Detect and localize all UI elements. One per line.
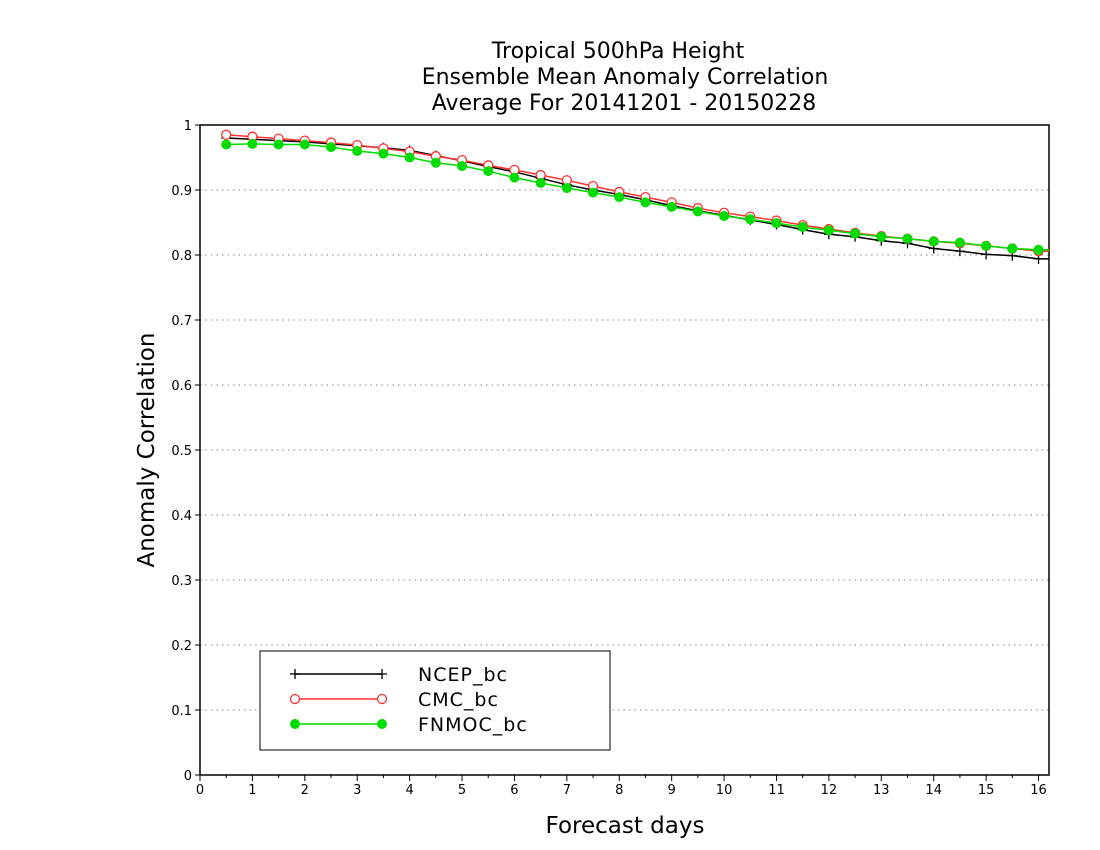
- legend-label: NCEP_bc: [418, 664, 508, 686]
- legend-label: FNMOC_bc: [418, 714, 528, 736]
- data-point: [290, 669, 300, 679]
- series-line: [226, 143, 1049, 251]
- legend-entry: CMC_bc: [289, 689, 499, 711]
- data-point: [376, 693, 388, 705]
- series-line: [226, 134, 1049, 252]
- data-point: [326, 142, 337, 153]
- data-point: [588, 187, 599, 198]
- title-line-1: Tropical 500hPa Height: [491, 39, 745, 64]
- data-point: [352, 146, 363, 156]
- x-tick-label: 14: [925, 783, 942, 798]
- x-tick-label: 11: [768, 783, 785, 798]
- x-tick-label: 8: [615, 783, 623, 798]
- x-tick-label: 10: [716, 783, 733, 798]
- data-point: [561, 183, 572, 194]
- x-axis-title: Forecast days: [546, 813, 705, 839]
- data-point: [247, 138, 258, 149]
- data-point: [902, 233, 913, 244]
- y-tick-label: 0.7: [171, 314, 192, 329]
- data-point: [1033, 244, 1044, 255]
- y-tick-label: 0.8: [171, 249, 192, 264]
- data-point: [797, 222, 808, 233]
- data-point: [273, 139, 284, 150]
- data-point: [430, 157, 441, 168]
- legend-label: CMC_bc: [418, 689, 499, 711]
- x-tick-label: 7: [563, 783, 571, 798]
- y-tick-label: 0.3: [171, 574, 192, 589]
- data-point: [850, 228, 861, 239]
- legend-entry: FNMOC_bc: [290, 714, 528, 736]
- x-tick-label: 12: [821, 783, 838, 798]
- series-ncep-bc: [221, 133, 1049, 264]
- data-point: [299, 139, 310, 150]
- data-point: [981, 240, 992, 251]
- data-point: [509, 172, 520, 183]
- data-point: [876, 231, 887, 242]
- data-point: [457, 160, 468, 171]
- y-axis-title: Anomaly Correlation: [134, 332, 160, 567]
- x-tick-label: 13: [873, 783, 890, 798]
- x-tick-label: 4: [405, 783, 413, 798]
- data-point: [483, 166, 494, 177]
- x-tick-label: 9: [668, 783, 676, 798]
- x-tick-label: 16: [1030, 783, 1047, 798]
- x-tick-label: 1: [248, 783, 256, 798]
- data-point: [377, 669, 387, 679]
- title-line-3: Average For 20141201 - 20150228: [432, 91, 817, 116]
- x-tick-label: 2: [301, 783, 309, 798]
- data-point: [535, 177, 546, 188]
- legend-entry: NCEP_bc: [290, 664, 508, 686]
- gridlines: [200, 189, 1049, 711]
- data-point: [771, 218, 782, 229]
- series-fnmoc-bc: [221, 138, 1049, 255]
- data-point: [823, 225, 834, 236]
- data-point: [614, 192, 625, 203]
- x-tick-label: 0: [196, 783, 204, 798]
- data-point: [928, 236, 939, 247]
- y-axis: 0 0.1 0.2 0.3 0.4 0.5 0.6 0.7 0.8 0.9 1: [171, 119, 200, 784]
- y-tick-label: 0.1: [171, 704, 192, 719]
- x-tick-label: 5: [458, 783, 466, 798]
- y-tick-label: 1: [184, 119, 192, 134]
- data-point: [289, 693, 301, 705]
- data-point: [221, 139, 232, 150]
- data-point: [640, 197, 651, 208]
- y-tick-label: 0.9: [171, 184, 192, 199]
- data-point: [377, 719, 387, 729]
- y-tick-label: 0.4: [171, 509, 192, 524]
- data-point: [1007, 243, 1018, 254]
- chart-title: Tropical 500hPa Height Ensemble Mean Ano…: [422, 39, 829, 116]
- y-tick-label: 0.2: [171, 639, 192, 654]
- data-point: [666, 201, 677, 212]
- data-point: [378, 148, 389, 159]
- data-point: [404, 152, 415, 163]
- data-point: [692, 206, 703, 217]
- x-tick-label: 15: [978, 783, 995, 798]
- x-tick-label: 6: [510, 783, 518, 798]
- legend-box: [259, 650, 611, 751]
- data-point: [221, 129, 232, 140]
- y-tick-label: 0: [184, 769, 192, 784]
- x-tick-label: 3: [353, 783, 361, 798]
- x-axis: 0 1 2 3 4 5 6 7 8 9 10 11 12 13 14 15 16: [196, 775, 1047, 798]
- legend: NCEP_bc CMC_bc FNMOC_bc: [259, 650, 611, 751]
- data-point: [745, 214, 756, 225]
- data-point: [719, 211, 730, 221]
- data-point: [290, 719, 300, 729]
- y-tick-label: 0.6: [171, 379, 192, 394]
- y-tick-label: 0.5: [171, 444, 192, 459]
- title-line-2: Ensemble Mean Anomaly Correlation: [422, 65, 829, 90]
- data-point: [954, 237, 965, 248]
- series-layer: [221, 129, 1049, 264]
